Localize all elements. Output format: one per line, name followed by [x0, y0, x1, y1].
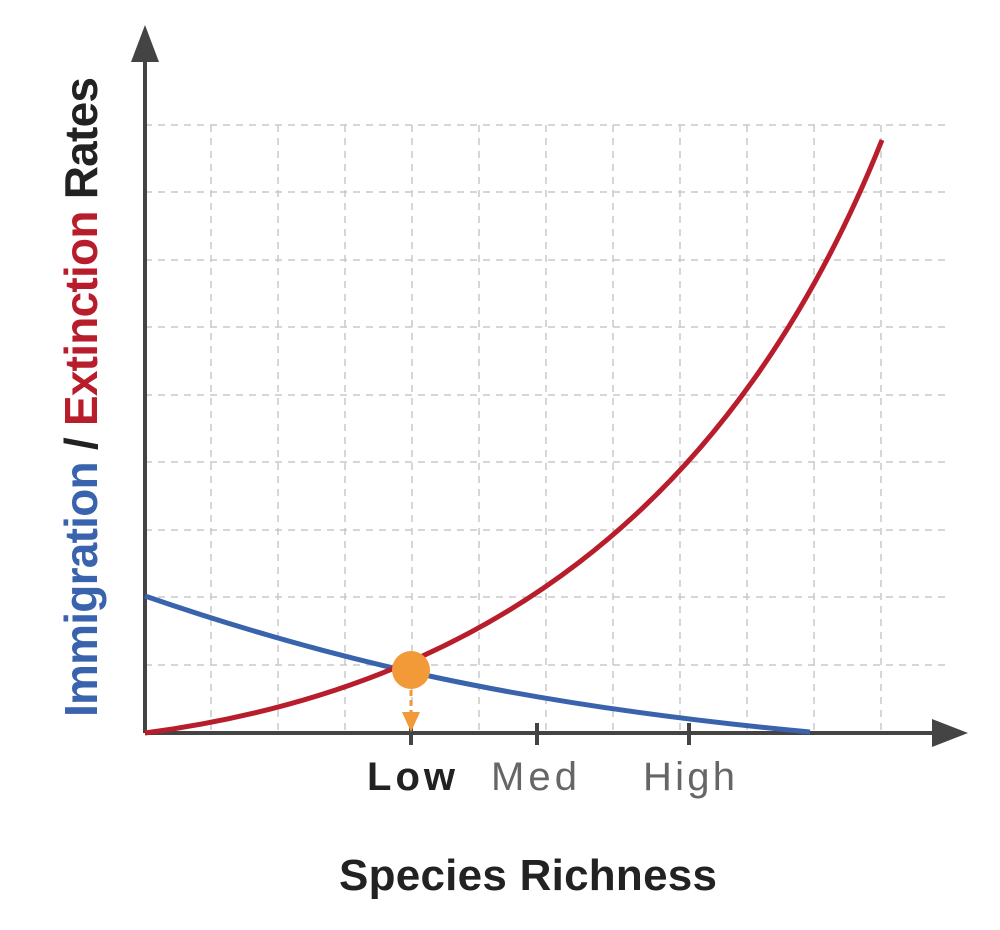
x-tick-label: Med — [491, 755, 577, 799]
y-label-extinction: Extinction — [55, 211, 107, 427]
y-label-rates: Rates — [55, 77, 107, 199]
y-label-slash: / — [55, 437, 107, 450]
equilibrium-point — [392, 651, 430, 689]
grid — [145, 124, 950, 733]
axes — [131, 25, 968, 747]
equilibrium-arrow — [402, 712, 420, 732]
y-label-immigration: Immigration — [55, 461, 107, 717]
x-tick-label: High — [643, 755, 735, 799]
extinction-curve — [144, 139, 885, 736]
x-axis-label: Species Richness — [339, 851, 717, 900]
x-tick-label: Low — [367, 755, 456, 799]
y-axis-label: Immigration / Extinction Rates — [55, 77, 107, 717]
immigration-curve — [144, 593, 811, 735]
